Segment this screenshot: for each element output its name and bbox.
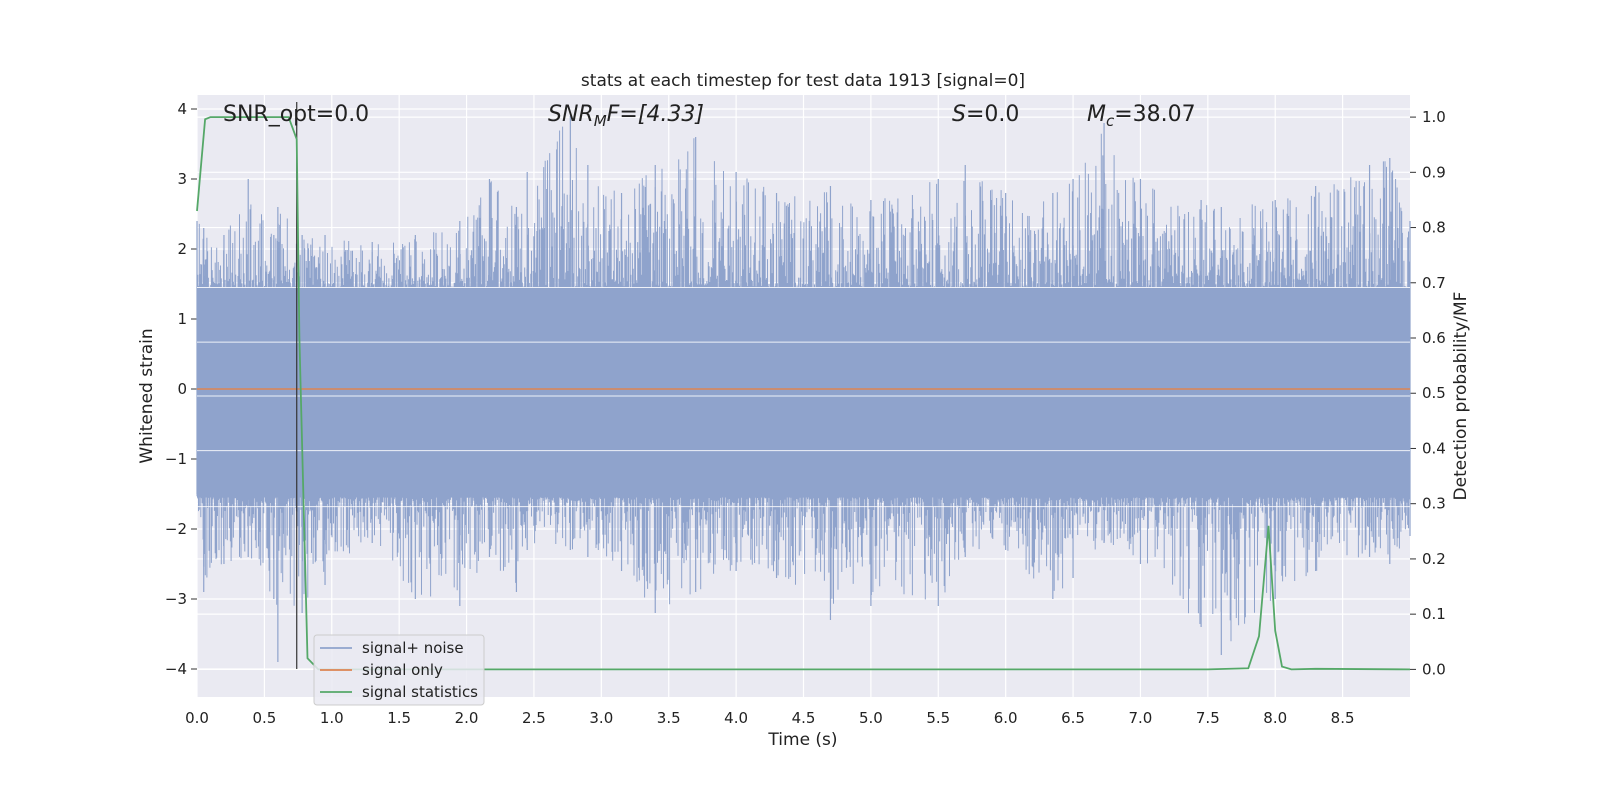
annotation-snr-mf-subscript: M xyxy=(594,112,607,130)
y2-tick-label: 0.3 xyxy=(1422,495,1446,513)
y2-tick-label: 0.5 xyxy=(1422,384,1446,402)
y-tick-label: −3 xyxy=(165,590,187,608)
y2-tick-label: 0.9 xyxy=(1422,163,1446,181)
legend: signal+ noise signal only signal statist… xyxy=(313,634,485,706)
x-tick-label: 2.5 xyxy=(522,709,546,727)
y2-tick-label: 0.1 xyxy=(1422,605,1446,623)
y-tick-label: −2 xyxy=(165,520,187,538)
annotation-snr-opt: SNR_opt=0.0 xyxy=(223,102,369,127)
annotation-s-symbol: S xyxy=(952,102,966,127)
x-tick-labels: 0.0 0.5 1.0 1.5 2.0 2.5 3.0 3.5 4.0 4.5 5.0 5.5 6.0 6… xyxy=(185,709,1354,727)
y2-tick-label: 0.2 xyxy=(1422,550,1446,568)
x-axis-label: Time (s) xyxy=(767,730,837,750)
annotation-snr-mf-symbol: SNR xyxy=(548,102,594,127)
y2-tick-label: 0.8 xyxy=(1422,219,1446,237)
legend-box xyxy=(313,634,485,706)
y-tick-label: −4 xyxy=(165,660,187,678)
y2-axis-label: Detection probability/MF xyxy=(1451,292,1471,501)
x-tick-label: 7.5 xyxy=(1196,709,1220,727)
annotation-snr-mf: SNRMF=[4.33] xyxy=(548,102,704,130)
annotation-mc-symbol: M xyxy=(1087,102,1106,127)
y-tick-label: 1 xyxy=(177,310,187,328)
x-tick-label: 3.0 xyxy=(589,709,613,727)
x-tick-label: 4.5 xyxy=(792,709,816,727)
annotation-snr-mf-value: F=[4.33] xyxy=(607,102,704,127)
x-tick-label: 5.5 xyxy=(926,709,950,727)
x-tick-label: 4.0 xyxy=(724,709,748,727)
x-tick-label: 3.5 xyxy=(657,709,681,727)
x-tick-label: 2.0 xyxy=(455,709,479,727)
y-tick-labels: −4 −3 −2 −1 0 1 2 3 4 xyxy=(165,100,187,678)
y2-tick-label: 0.7 xyxy=(1422,274,1446,292)
y2-tick-label: 0.4 xyxy=(1422,439,1446,457)
y-tick-label: 4 xyxy=(177,100,187,118)
x-tick-label: 1.0 xyxy=(320,709,344,727)
annotation-s-value: =0.0 xyxy=(966,102,1019,127)
noise-series xyxy=(196,116,1411,662)
x-tick-label: 0.0 xyxy=(185,709,209,727)
annotation-s: S=0.0 xyxy=(952,102,1019,127)
legend-label-noise: signal+ noise xyxy=(362,639,464,657)
y2-tick-label: 0.6 xyxy=(1422,329,1446,347)
legend-label-signal: signal only xyxy=(362,661,443,679)
chart-title: stats at each timestep for test data 191… xyxy=(581,71,1025,91)
y2-tick-label: 1.0 xyxy=(1422,108,1446,126)
y-axis-label: Whitened strain xyxy=(137,328,157,463)
y2-tick-labels: 0.0 0.1 0.2 0.3 0.4 0.5 0.6 0.7 0.8 0.9 1.0 xyxy=(1422,108,1446,678)
y2-tick-label: 0.0 xyxy=(1422,660,1446,678)
x-tick-label: 8.0 xyxy=(1263,709,1287,727)
y-tick-label: −1 xyxy=(165,450,187,468)
x-tick-label: 7.0 xyxy=(1129,709,1153,727)
x-tick-label: 6.0 xyxy=(994,709,1018,727)
y-tick-label: 0 xyxy=(177,380,187,398)
x-tick-label: 0.5 xyxy=(252,709,276,727)
x-tick-label: 5.0 xyxy=(859,709,883,727)
annotation-mc-value: =38.07 xyxy=(1114,102,1195,127)
legend-label-stats: signal statistics xyxy=(362,683,478,701)
y-tick-label: 2 xyxy=(177,240,187,258)
annotation-mc-subscript: c xyxy=(1106,112,1115,130)
x-tick-label: 8.5 xyxy=(1331,709,1355,727)
y-tick-label: 3 xyxy=(177,170,187,188)
noise-band-core xyxy=(197,287,1410,498)
x-tick-label: 6.5 xyxy=(1061,709,1085,727)
x-tick-label: 1.5 xyxy=(387,709,411,727)
annotation-mc: Mc=38.07 xyxy=(1087,102,1196,130)
